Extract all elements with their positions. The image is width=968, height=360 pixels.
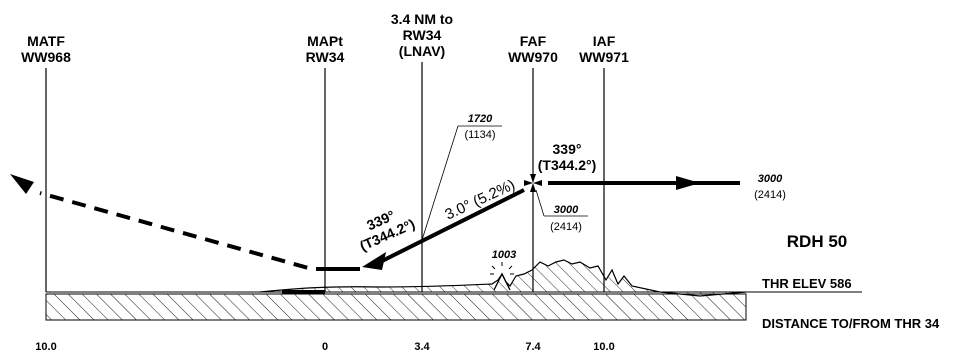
- svg-text:3000: 3000: [758, 173, 783, 185]
- obstacle-symbol: 1003: [490, 249, 516, 291]
- fix-label-faf: FAF WW970: [508, 33, 558, 65]
- svg-text:RW34: RW34: [403, 27, 442, 43]
- distance-label-matf: 10.0: [35, 341, 56, 353]
- svg-text:WW971: WW971: [579, 49, 629, 65]
- svg-text:(LNAV): (LNAV): [399, 43, 445, 59]
- svg-text:FAF: FAF: [520, 33, 547, 49]
- svg-text:(2414): (2414): [754, 189, 786, 201]
- svg-text:RW34: RW34: [306, 49, 345, 65]
- inbound-course-label: 339° (T344.2°): [538, 141, 597, 173]
- axis-title: DISTANCE TO/FROM THR 34: [762, 316, 940, 331]
- distance-label-vdp: 3.4: [414, 341, 430, 353]
- svg-text:(2414): (2414): [550, 221, 582, 233]
- fix-label-mapt: MAPt RW34: [306, 33, 345, 65]
- iaf-altitude: 3000 (2414): [754, 173, 786, 201]
- fix-label-vdp: 3.4 NM to RW34 (LNAV): [391, 11, 453, 59]
- svg-text:WW968: WW968: [21, 49, 71, 65]
- svg-text:3000: 3000: [554, 204, 579, 216]
- faf-altitude-callout: 3000 (2414): [535, 189, 588, 233]
- final-course-label: 339° (T344.2°): [357, 207, 417, 254]
- svg-text:IAF: IAF: [593, 33, 616, 49]
- svg-text:3.4 NM to: 3.4 NM to: [391, 11, 453, 27]
- svg-text:(T344.2°): (T344.2°): [538, 157, 597, 173]
- ground-band: [45, 293, 747, 321]
- fix-label-matf: MATF WW968: [21, 33, 71, 65]
- svg-text:MAPt: MAPt: [307, 33, 343, 49]
- distance-label-iaf: 10.0: [593, 341, 614, 353]
- faf-cross-icon: [524, 174, 542, 192]
- terrain-profile: [259, 259, 747, 297]
- svg-text:WW970: WW970: [508, 49, 558, 65]
- svg-text:339°: 339°: [553, 141, 582, 157]
- final-approach-path: [330, 188, 525, 271]
- threshold-elevation-label: THR ELEV 586: [762, 276, 852, 291]
- svg-text:MATF: MATF: [27, 33, 65, 49]
- vdp-altitude-callout: 1720 (1134): [421, 113, 502, 241]
- rdh-label: RDH 50: [787, 232, 847, 251]
- fix-label-iaf: IAF WW971: [579, 33, 629, 65]
- svg-text:1720: 1720: [468, 113, 493, 125]
- svg-text:(1134): (1134): [465, 129, 496, 141]
- distance-label-faf: 7.4: [525, 341, 541, 353]
- svg-text:1003: 1003: [492, 249, 516, 261]
- missed-approach-path: [10, 174, 330, 271]
- distance-label-mapt: 0: [322, 341, 328, 353]
- inbound-course-arrow: [548, 176, 740, 190]
